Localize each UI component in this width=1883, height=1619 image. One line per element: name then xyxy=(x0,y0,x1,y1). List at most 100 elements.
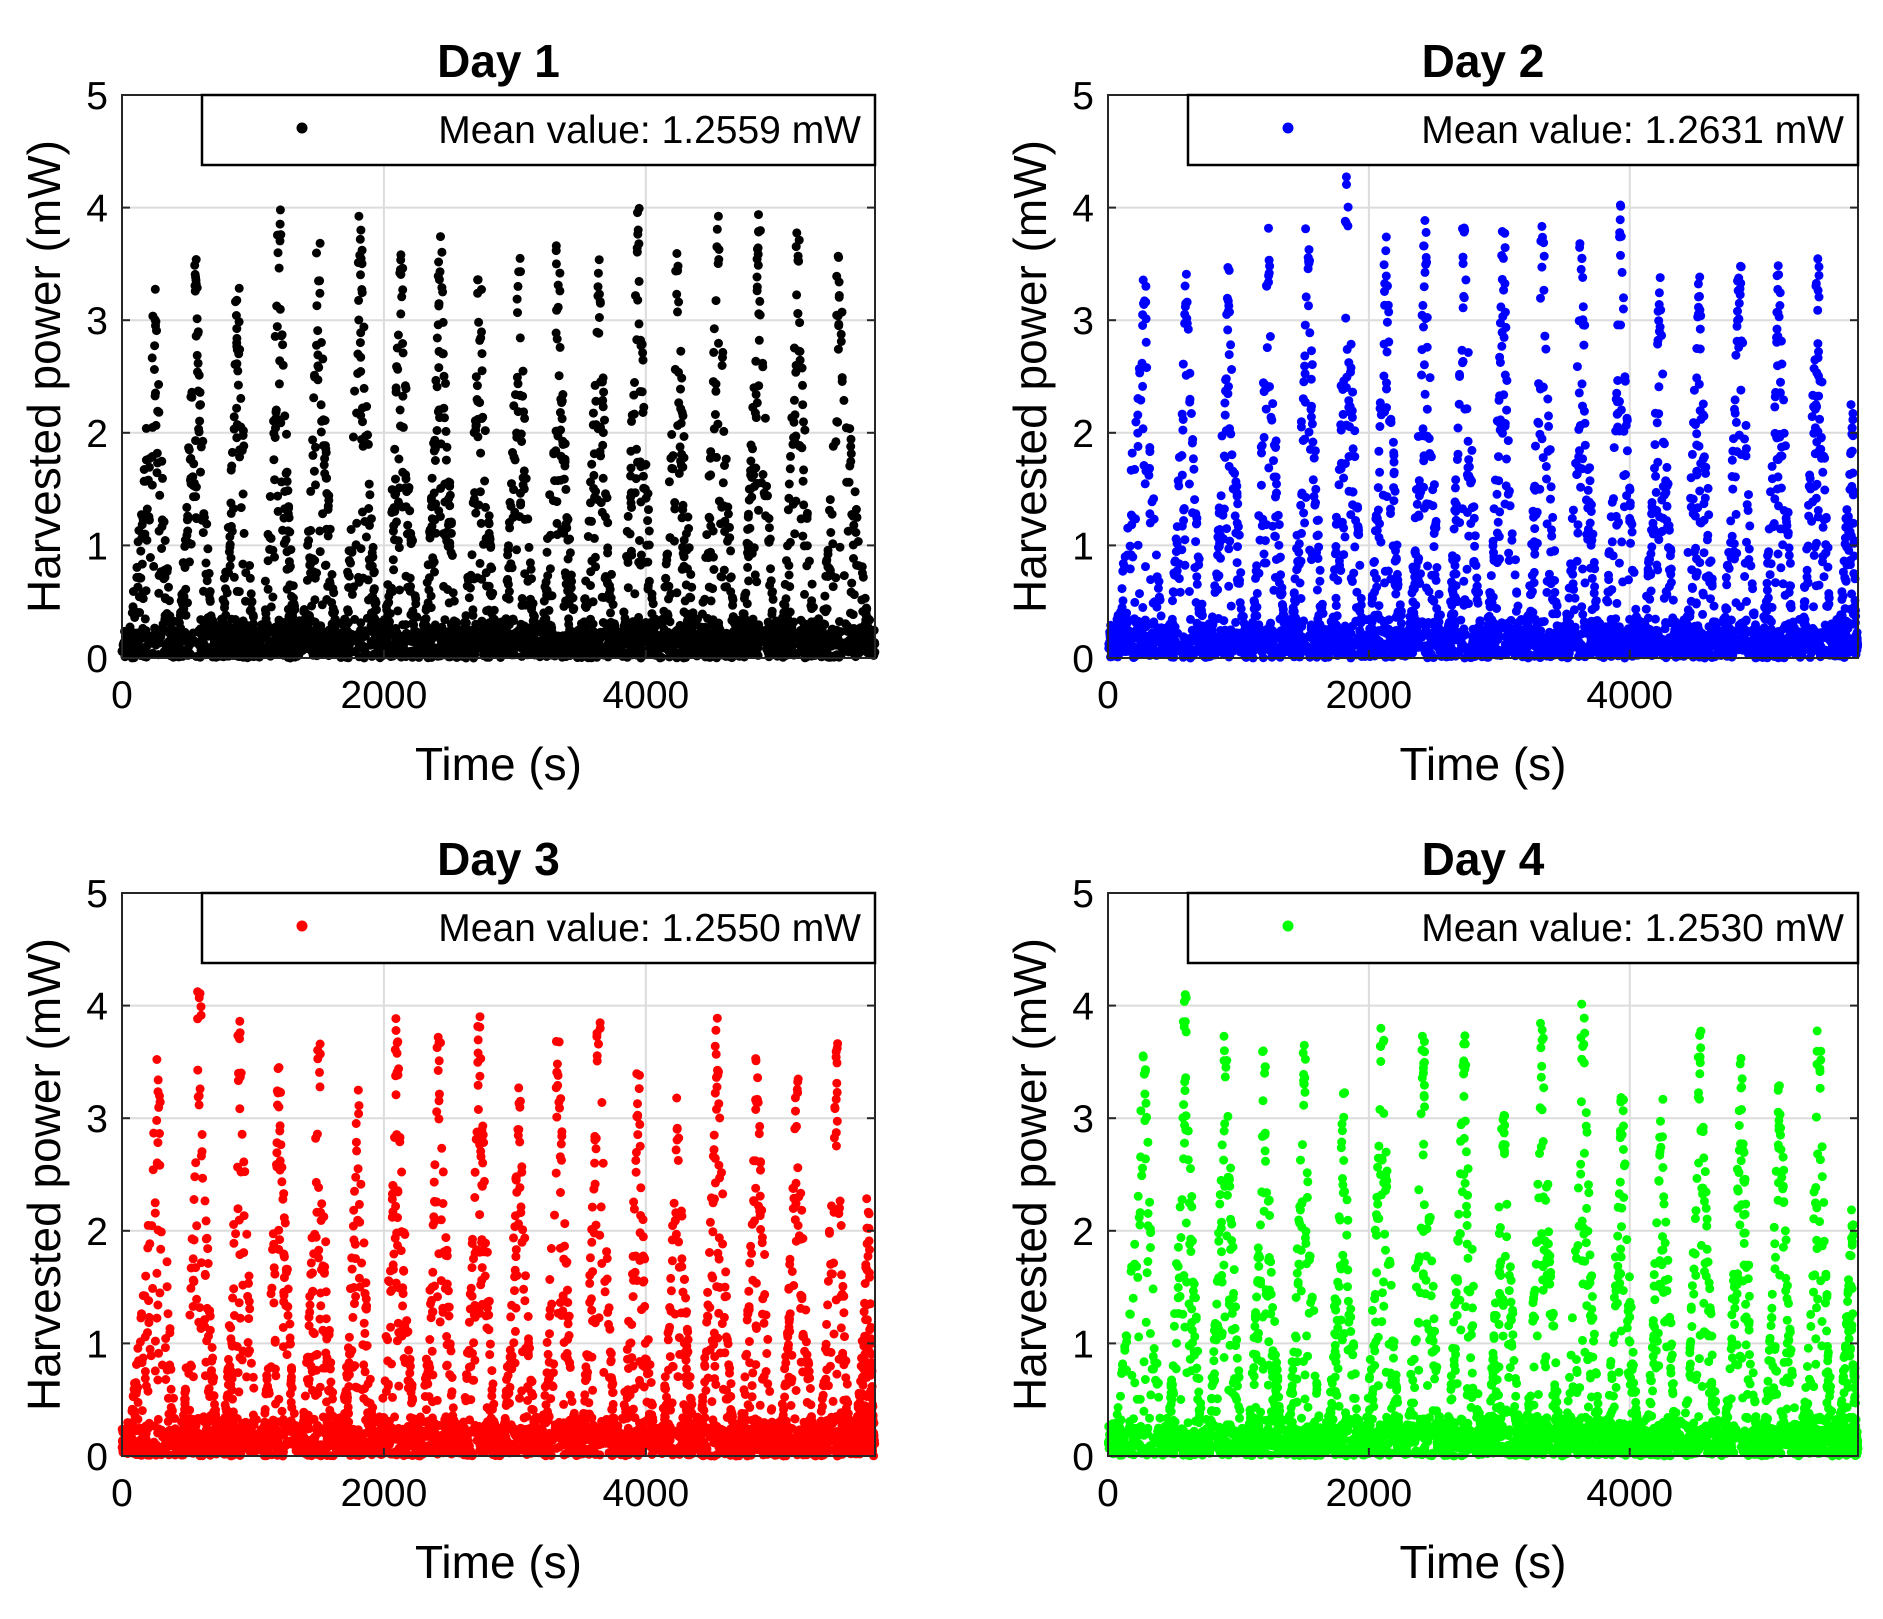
data-point xyxy=(318,627,328,637)
data-point xyxy=(1141,337,1151,347)
data-point xyxy=(786,451,795,461)
data-point xyxy=(752,272,762,282)
data-point xyxy=(260,576,270,586)
data-point xyxy=(1331,601,1341,611)
data-point xyxy=(1348,444,1358,454)
data-point xyxy=(362,613,372,623)
data-point xyxy=(849,636,858,646)
data-point xyxy=(398,391,408,401)
data-point xyxy=(272,322,282,332)
data-point xyxy=(184,445,194,455)
x-tick-label: 2000 xyxy=(341,674,428,717)
data-point xyxy=(780,600,790,610)
data-point xyxy=(1178,425,1188,435)
data-point xyxy=(627,503,636,512)
data-point xyxy=(327,570,337,579)
data-point xyxy=(588,408,598,418)
data-point xyxy=(1330,549,1340,559)
data-point xyxy=(1304,245,1314,255)
data-point xyxy=(432,333,442,343)
data-point xyxy=(851,648,861,658)
data-point xyxy=(270,626,280,636)
data-point xyxy=(589,483,599,493)
data-point xyxy=(1357,612,1367,622)
data-point xyxy=(1256,480,1266,490)
data-point xyxy=(398,620,408,630)
data-point xyxy=(744,509,753,519)
data-point xyxy=(230,359,240,369)
data-point xyxy=(180,535,190,545)
data-point xyxy=(1224,265,1234,275)
y-tick-label: 1 xyxy=(86,525,108,568)
data-point xyxy=(354,652,364,662)
data-point xyxy=(1138,310,1148,320)
data-point xyxy=(446,517,456,527)
data-point xyxy=(1223,306,1233,316)
data-point xyxy=(1123,523,1133,533)
data-point xyxy=(678,411,688,421)
data-point xyxy=(750,408,760,418)
data-point xyxy=(1305,444,1315,454)
data-point xyxy=(709,565,719,574)
data-point xyxy=(767,609,777,619)
data-point xyxy=(833,251,843,261)
data-point xyxy=(785,582,795,592)
data-point xyxy=(1303,253,1313,263)
data-point xyxy=(596,648,606,658)
data-point xyxy=(288,581,298,591)
data-point xyxy=(1376,537,1386,547)
data-point xyxy=(1262,281,1272,291)
data-point xyxy=(594,313,604,322)
data-point xyxy=(1342,180,1351,189)
data-point xyxy=(1307,419,1317,429)
data-point xyxy=(1424,587,1434,597)
data-point xyxy=(1180,535,1190,545)
data-point xyxy=(484,511,494,521)
data-point xyxy=(1197,611,1207,621)
data-point xyxy=(316,427,326,437)
data-point xyxy=(1331,519,1341,529)
data-point xyxy=(366,514,376,524)
data-point xyxy=(1342,344,1352,354)
data-point xyxy=(1131,417,1141,427)
data-point xyxy=(643,516,653,526)
data-point xyxy=(506,559,516,569)
data-point xyxy=(661,574,671,584)
data-point xyxy=(315,238,325,248)
data-point xyxy=(475,558,485,568)
data-point xyxy=(209,652,219,662)
data-point xyxy=(569,627,579,637)
data-point xyxy=(1382,378,1391,388)
data-point xyxy=(598,440,608,450)
data-point xyxy=(654,631,664,641)
data-point xyxy=(154,526,164,536)
data-point xyxy=(307,601,317,611)
data-point xyxy=(1268,521,1278,531)
data-point xyxy=(1386,504,1395,514)
data-point xyxy=(1270,531,1280,541)
data-point xyxy=(268,545,278,555)
y-tick-label: 4 xyxy=(86,188,108,231)
data-point xyxy=(634,276,644,286)
data-point xyxy=(1339,473,1349,483)
data-point xyxy=(1133,428,1143,438)
data-point xyxy=(1369,568,1379,578)
data-point xyxy=(231,297,240,307)
data-point xyxy=(706,470,716,480)
data-point xyxy=(594,328,604,338)
data-point xyxy=(155,490,165,500)
data-point xyxy=(309,466,319,476)
data-point xyxy=(1375,422,1385,431)
data-point xyxy=(1197,599,1207,609)
data-point xyxy=(1300,518,1310,528)
data-point xyxy=(284,638,294,648)
data-point xyxy=(1216,553,1225,563)
data-point xyxy=(288,612,298,622)
data-point xyxy=(538,642,548,652)
data-point xyxy=(371,639,381,648)
data-point xyxy=(508,448,517,457)
data-point xyxy=(383,610,393,620)
data-point xyxy=(1225,424,1234,434)
data-point xyxy=(819,605,829,615)
data-point xyxy=(474,626,484,636)
